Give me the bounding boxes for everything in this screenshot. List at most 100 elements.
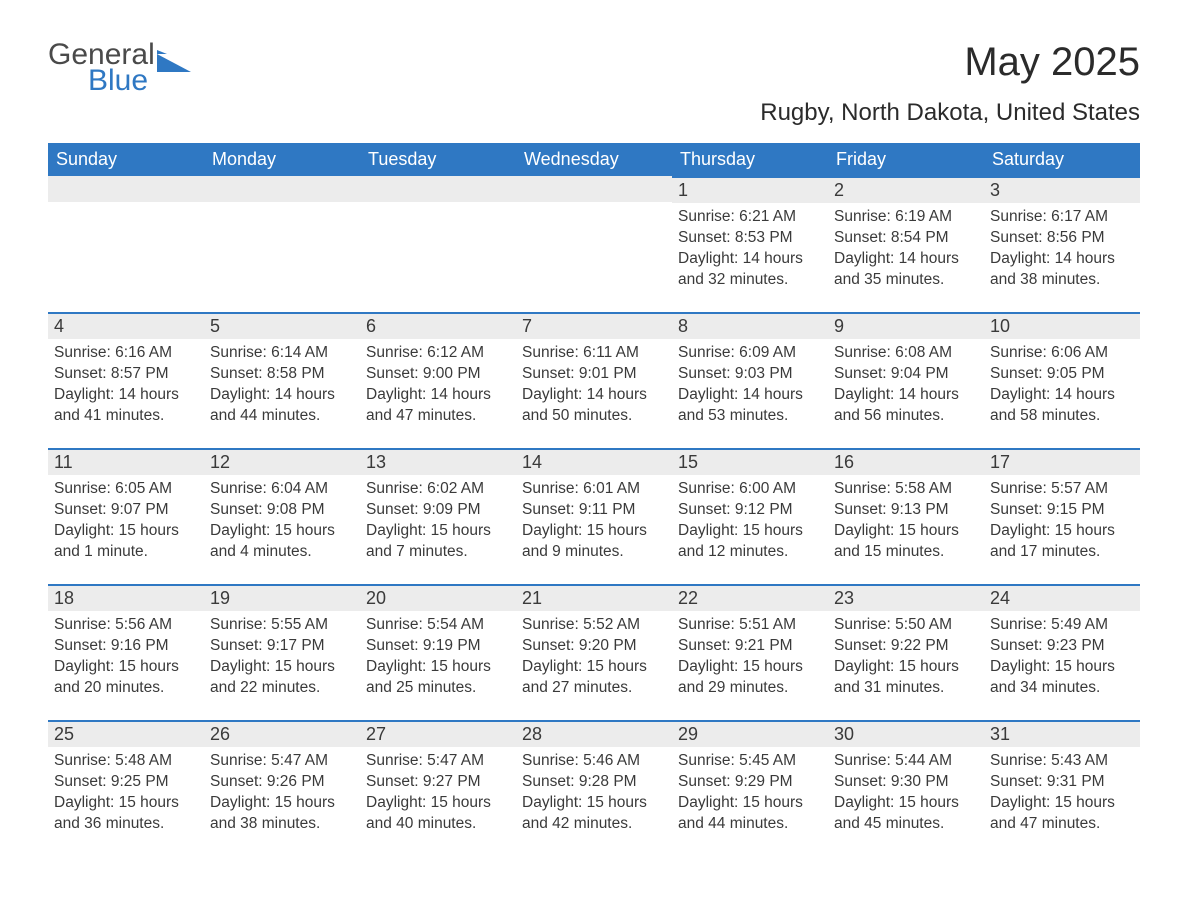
day-details: Sunrise: 6:12 AMSunset: 9:00 PMDaylight:… bbox=[360, 339, 516, 427]
calendar-cell: 1Sunrise: 6:21 AMSunset: 8:53 PMDaylight… bbox=[672, 176, 828, 312]
sunrise-line: Sunrise: 5:56 AM bbox=[54, 615, 198, 636]
day-details: Sunrise: 5:46 AMSunset: 9:28 PMDaylight:… bbox=[516, 747, 672, 835]
sunrise-line: Sunrise: 5:48 AM bbox=[54, 751, 198, 772]
weekday-header: Tuesday bbox=[360, 143, 516, 176]
daylight-line: Daylight: 15 hours and 9 minutes. bbox=[522, 521, 666, 563]
calendar-cell: 9Sunrise: 6:08 AMSunset: 9:04 PMDaylight… bbox=[828, 312, 984, 448]
daylight-line: Daylight: 15 hours and 40 minutes. bbox=[366, 793, 510, 835]
calendar-cell: 23Sunrise: 5:50 AMSunset: 9:22 PMDayligh… bbox=[828, 584, 984, 720]
sunset-line: Sunset: 8:57 PM bbox=[54, 364, 198, 385]
daylight-line: Daylight: 14 hours and 53 minutes. bbox=[678, 385, 822, 427]
sunrise-line: Sunrise: 5:54 AM bbox=[366, 615, 510, 636]
sunset-line: Sunset: 9:17 PM bbox=[210, 636, 354, 657]
calendar-cell: 20Sunrise: 5:54 AMSunset: 9:19 PMDayligh… bbox=[360, 584, 516, 720]
sunset-line: Sunset: 8:58 PM bbox=[210, 364, 354, 385]
sunset-line: Sunset: 9:25 PM bbox=[54, 772, 198, 793]
daylight-line: Daylight: 14 hours and 58 minutes. bbox=[990, 385, 1134, 427]
day-number: 12 bbox=[204, 448, 360, 475]
sunrise-line: Sunrise: 6:06 AM bbox=[990, 343, 1134, 364]
day-details: Sunrise: 5:44 AMSunset: 9:30 PMDaylight:… bbox=[828, 747, 984, 835]
day-details: Sunrise: 6:01 AMSunset: 9:11 PMDaylight:… bbox=[516, 475, 672, 563]
sunset-line: Sunset: 9:04 PM bbox=[834, 364, 978, 385]
calendar-cell: 8Sunrise: 6:09 AMSunset: 9:03 PMDaylight… bbox=[672, 312, 828, 448]
day-details: Sunrise: 6:09 AMSunset: 9:03 PMDaylight:… bbox=[672, 339, 828, 427]
sunset-line: Sunset: 9:00 PM bbox=[366, 364, 510, 385]
logo: General Blue bbox=[48, 40, 191, 96]
sunset-line: Sunset: 9:23 PM bbox=[990, 636, 1134, 657]
sunset-line: Sunset: 9:29 PM bbox=[678, 772, 822, 793]
sunset-line: Sunset: 9:19 PM bbox=[366, 636, 510, 657]
daylight-line: Daylight: 15 hours and 44 minutes. bbox=[678, 793, 822, 835]
sunrise-line: Sunrise: 6:08 AM bbox=[834, 343, 978, 364]
day-number: 30 bbox=[828, 720, 984, 747]
sunrise-line: Sunrise: 6:17 AM bbox=[990, 207, 1134, 228]
day-number: 3 bbox=[984, 176, 1140, 203]
calendar-cell: 13Sunrise: 6:02 AMSunset: 9:09 PMDayligh… bbox=[360, 448, 516, 584]
daylight-line: Daylight: 15 hours and 7 minutes. bbox=[366, 521, 510, 563]
day-details: Sunrise: 6:21 AMSunset: 8:53 PMDaylight:… bbox=[672, 203, 828, 291]
day-details: Sunrise: 6:14 AMSunset: 8:58 PMDaylight:… bbox=[204, 339, 360, 427]
day-number: 10 bbox=[984, 312, 1140, 339]
day-number: 19 bbox=[204, 584, 360, 611]
sunrise-line: Sunrise: 5:55 AM bbox=[210, 615, 354, 636]
calendar-row: 18Sunrise: 5:56 AMSunset: 9:16 PMDayligh… bbox=[48, 584, 1140, 720]
day-details: Sunrise: 6:02 AMSunset: 9:09 PMDaylight:… bbox=[360, 475, 516, 563]
empty-head bbox=[204, 176, 360, 202]
daylight-line: Daylight: 15 hours and 12 minutes. bbox=[678, 521, 822, 563]
calendar-cell: 24Sunrise: 5:49 AMSunset: 9:23 PMDayligh… bbox=[984, 584, 1140, 720]
sunrise-line: Sunrise: 6:00 AM bbox=[678, 479, 822, 500]
day-number: 6 bbox=[360, 312, 516, 339]
day-number: 14 bbox=[516, 448, 672, 475]
sunset-line: Sunset: 9:15 PM bbox=[990, 500, 1134, 521]
calendar-cell: 26Sunrise: 5:47 AMSunset: 9:26 PMDayligh… bbox=[204, 720, 360, 856]
calendar-cell: 10Sunrise: 6:06 AMSunset: 9:05 PMDayligh… bbox=[984, 312, 1140, 448]
empty-head bbox=[516, 176, 672, 202]
calendar-cell: 14Sunrise: 6:01 AMSunset: 9:11 PMDayligh… bbox=[516, 448, 672, 584]
sunset-line: Sunset: 9:22 PM bbox=[834, 636, 978, 657]
logo-word-blue: Blue bbox=[88, 66, 155, 96]
calendar-cell-empty bbox=[48, 176, 204, 312]
weekday-row: SundayMondayTuesdayWednesdayThursdayFrid… bbox=[48, 143, 1140, 176]
daylight-line: Daylight: 15 hours and 27 minutes. bbox=[522, 657, 666, 699]
calendar-cell-empty bbox=[516, 176, 672, 312]
sunset-line: Sunset: 9:28 PM bbox=[522, 772, 666, 793]
sunrise-line: Sunrise: 6:01 AM bbox=[522, 479, 666, 500]
calendar-cell: 30Sunrise: 5:44 AMSunset: 9:30 PMDayligh… bbox=[828, 720, 984, 856]
weekday-header: Wednesday bbox=[516, 143, 672, 176]
calendar-cell: 5Sunrise: 6:14 AMSunset: 8:58 PMDaylight… bbox=[204, 312, 360, 448]
day-details: Sunrise: 5:52 AMSunset: 9:20 PMDaylight:… bbox=[516, 611, 672, 699]
day-number: 4 bbox=[48, 312, 204, 339]
calendar-cell: 11Sunrise: 6:05 AMSunset: 9:07 PMDayligh… bbox=[48, 448, 204, 584]
calendar-cell: 15Sunrise: 6:00 AMSunset: 9:12 PMDayligh… bbox=[672, 448, 828, 584]
daylight-line: Daylight: 15 hours and 1 minute. bbox=[54, 521, 198, 563]
calendar-head: SundayMondayTuesdayWednesdayThursdayFrid… bbox=[48, 143, 1140, 176]
day-number: 18 bbox=[48, 584, 204, 611]
calendar-row: 4Sunrise: 6:16 AMSunset: 8:57 PMDaylight… bbox=[48, 312, 1140, 448]
day-details: Sunrise: 5:56 AMSunset: 9:16 PMDaylight:… bbox=[48, 611, 204, 699]
calendar-cell: 19Sunrise: 5:55 AMSunset: 9:17 PMDayligh… bbox=[204, 584, 360, 720]
calendar-cell: 4Sunrise: 6:16 AMSunset: 8:57 PMDaylight… bbox=[48, 312, 204, 448]
day-details: Sunrise: 6:06 AMSunset: 9:05 PMDaylight:… bbox=[984, 339, 1140, 427]
title-block: May 2025 Rugby, North Dakota, United Sta… bbox=[760, 40, 1140, 127]
calendar-cell: 12Sunrise: 6:04 AMSunset: 9:08 PMDayligh… bbox=[204, 448, 360, 584]
day-details: Sunrise: 5:54 AMSunset: 9:19 PMDaylight:… bbox=[360, 611, 516, 699]
calendar-cell: 18Sunrise: 5:56 AMSunset: 9:16 PMDayligh… bbox=[48, 584, 204, 720]
logo-text: General Blue bbox=[48, 40, 155, 96]
sunrise-line: Sunrise: 5:43 AM bbox=[990, 751, 1134, 772]
calendar-cell: 21Sunrise: 5:52 AMSunset: 9:20 PMDayligh… bbox=[516, 584, 672, 720]
day-details: Sunrise: 6:19 AMSunset: 8:54 PMDaylight:… bbox=[828, 203, 984, 291]
daylight-line: Daylight: 15 hours and 42 minutes. bbox=[522, 793, 666, 835]
sunrise-line: Sunrise: 5:51 AM bbox=[678, 615, 822, 636]
day-number: 23 bbox=[828, 584, 984, 611]
calendar-page: General Blue May 2025 Rugby, North Dakot… bbox=[0, 0, 1188, 918]
sunrise-line: Sunrise: 6:05 AM bbox=[54, 479, 198, 500]
calendar-cell: 28Sunrise: 5:46 AMSunset: 9:28 PMDayligh… bbox=[516, 720, 672, 856]
sunset-line: Sunset: 8:54 PM bbox=[834, 228, 978, 249]
day-number: 9 bbox=[828, 312, 984, 339]
sunset-line: Sunset: 9:03 PM bbox=[678, 364, 822, 385]
sunset-line: Sunset: 9:12 PM bbox=[678, 500, 822, 521]
sunset-line: Sunset: 9:08 PM bbox=[210, 500, 354, 521]
calendar-row: 1Sunrise: 6:21 AMSunset: 8:53 PMDaylight… bbox=[48, 176, 1140, 312]
sunrise-line: Sunrise: 6:09 AM bbox=[678, 343, 822, 364]
sunset-line: Sunset: 9:07 PM bbox=[54, 500, 198, 521]
